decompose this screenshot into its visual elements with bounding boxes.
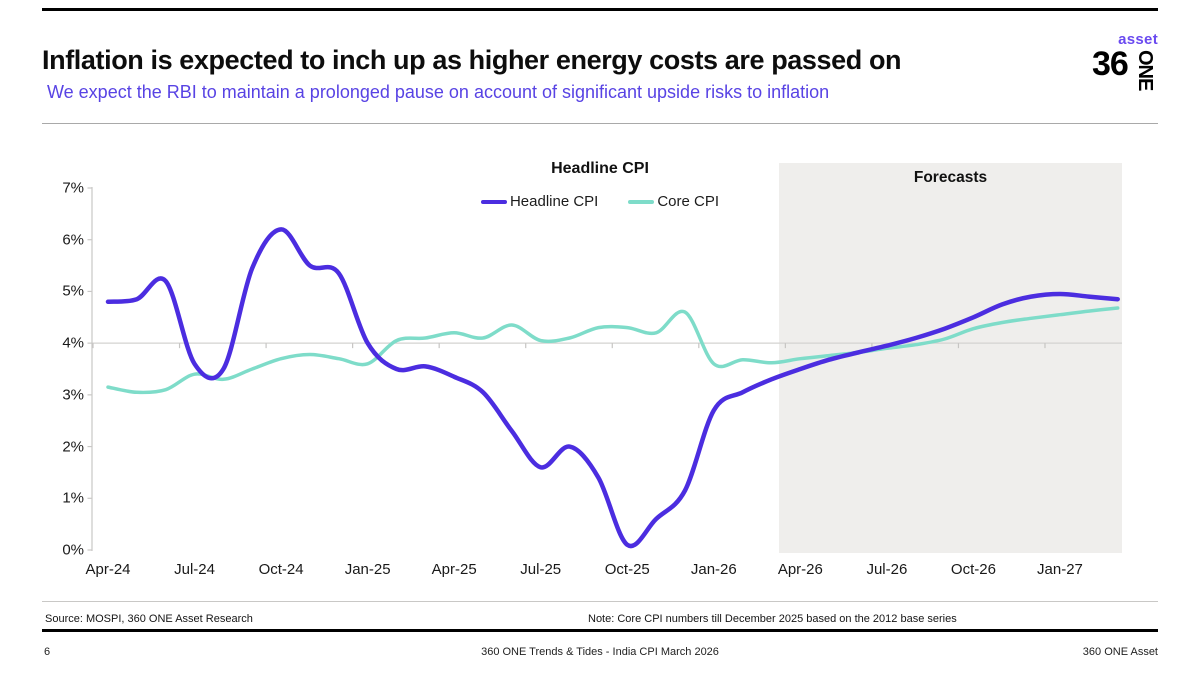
x-axis-label: Apr-25 [431, 561, 477, 578]
footer-brand: 360 ONE Asset [1082, 646, 1158, 658]
y-axis-label: 7% [62, 179, 84, 197]
footer-divider [42, 629, 1158, 632]
methodology-note: Note: Core CPI numbers till December 202… [588, 613, 957, 625]
y-axis-label: 5% [62, 282, 84, 300]
legend-label: Headline CPI [509, 193, 599, 210]
x-axis-label: Jul-26 [866, 561, 908, 578]
chart-legend: Headline CPI Core CPI [0, 193, 1200, 210]
y-axis-label: 1% [62, 489, 84, 507]
x-axis-label: Apr-24 [85, 561, 131, 578]
forecast-region-label: Forecasts [913, 169, 988, 186]
y-axis-label: 3% [62, 386, 84, 404]
legend-item-headline-cpi: Headline CPI [480, 193, 599, 210]
source-note: Source: MOSPI, 360 ONE Asset Research [45, 613, 253, 625]
series-line-headline-cpi [105, 227, 1120, 549]
x-axis-label: Jan-25 [344, 561, 391, 578]
x-axis-label: Jan-27 [1037, 561, 1083, 578]
chart-bottom-divider [42, 601, 1158, 602]
logo-360one-vertical: ONE [1134, 50, 1156, 91]
x-axis-label: Jan-26 [690, 561, 737, 578]
chart-title: Headline CPI [551, 160, 649, 177]
legend-item-core-cpi: Core CPI [628, 193, 719, 210]
page-title: Inflation is expected to inch up as high… [42, 45, 902, 75]
header-divider [42, 123, 1158, 124]
y-axis-label: 6% [62, 231, 84, 249]
legend-swatch [480, 199, 507, 204]
logo-asset-label: asset [1118, 31, 1158, 48]
x-axis-label: Apr-26 [777, 561, 823, 578]
legend-swatch [628, 199, 655, 204]
page-subtitle: We expect the RBI to maintain a prolonge… [47, 82, 830, 102]
x-axis-label: Oct-24 [258, 561, 304, 578]
x-axis-label: Oct-25 [604, 561, 650, 578]
y-axis-label: 2% [62, 438, 84, 456]
x-axis-label: Jul-24 [174, 561, 215, 578]
legend-label: Core CPI [657, 193, 720, 210]
x-axis-label: Oct-26 [950, 561, 996, 578]
page-number: 6 [44, 646, 51, 658]
top-divider [42, 8, 1158, 11]
footer-title: 360 ONE Trends & Tides - India CPI March… [481, 646, 719, 658]
logo-360one-number: 36 [1092, 45, 1129, 83]
y-axis-label: 4% [62, 334, 84, 352]
series-line-core-cpi [106, 306, 1120, 395]
y-axis-label: 0% [62, 541, 84, 559]
x-axis-label: Jul-25 [520, 561, 562, 578]
